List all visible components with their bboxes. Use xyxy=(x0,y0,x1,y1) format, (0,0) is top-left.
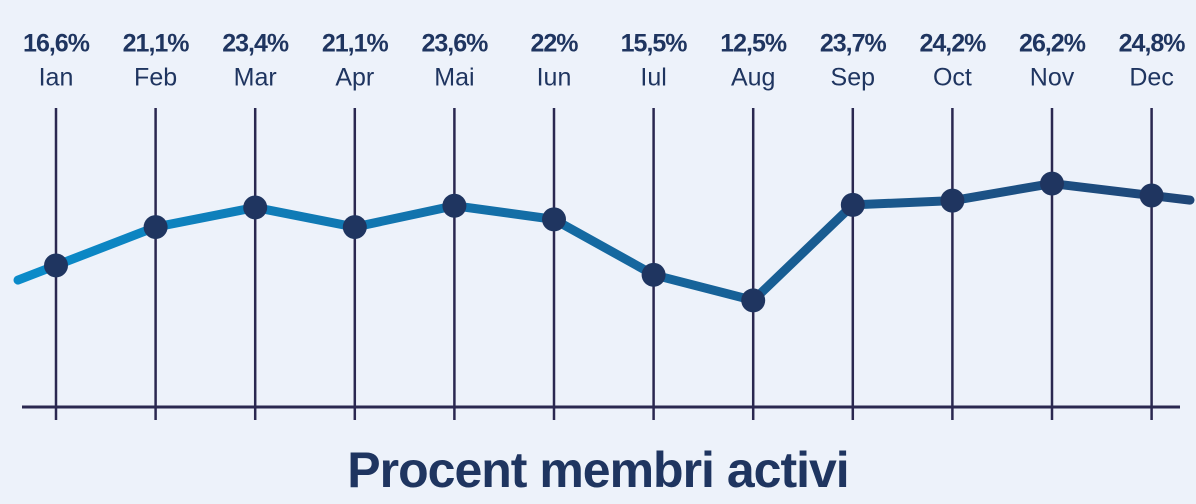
x-tick-label: Nov xyxy=(1030,64,1075,92)
point-marker xyxy=(243,195,268,220)
point-marker xyxy=(840,192,865,217)
value-label: 23,4% xyxy=(222,30,289,58)
x-tick-label: Feb xyxy=(134,64,177,92)
series-line xyxy=(51,179,1157,305)
value-label: 15,5% xyxy=(621,30,688,58)
value-label: 22% xyxy=(530,30,578,58)
x-tick-label: Oct xyxy=(933,64,972,92)
x-tick-label: Iul xyxy=(640,64,666,92)
point-marker xyxy=(940,188,965,213)
point-marker xyxy=(143,215,168,240)
point-marker xyxy=(1139,183,1164,208)
value-label: 12,5% xyxy=(720,30,787,58)
x-tick-label: Aug xyxy=(731,64,775,92)
point-marker xyxy=(1040,171,1064,196)
value-label: 24,8% xyxy=(1119,30,1186,58)
point-marker xyxy=(641,262,666,287)
x-tick-label: Mai xyxy=(434,64,474,92)
value-label: 26,2% xyxy=(1019,30,1086,58)
x-tick-label: Dec xyxy=(1129,64,1173,92)
point-marker xyxy=(542,207,566,232)
x-tick-label: Iun xyxy=(537,64,572,92)
x-tick-label: Sep xyxy=(831,64,875,92)
chart-title: Procent membri activi xyxy=(347,442,848,498)
x-tick-label: Ian xyxy=(39,64,74,92)
value-label: 24,2% xyxy=(919,30,986,58)
value-label: 21,1% xyxy=(123,30,190,58)
point-marker xyxy=(442,193,467,218)
x-tick-label: Apr xyxy=(335,64,374,92)
value-label: 21,1% xyxy=(322,30,389,58)
point-marker xyxy=(342,215,367,240)
point-marker xyxy=(741,288,766,313)
value-label: 16,6% xyxy=(23,30,90,58)
value-label: 23,6% xyxy=(421,30,488,58)
value-label: 23,7% xyxy=(820,30,887,58)
point-marker xyxy=(44,253,68,278)
x-tick-label: Mar xyxy=(234,64,277,92)
